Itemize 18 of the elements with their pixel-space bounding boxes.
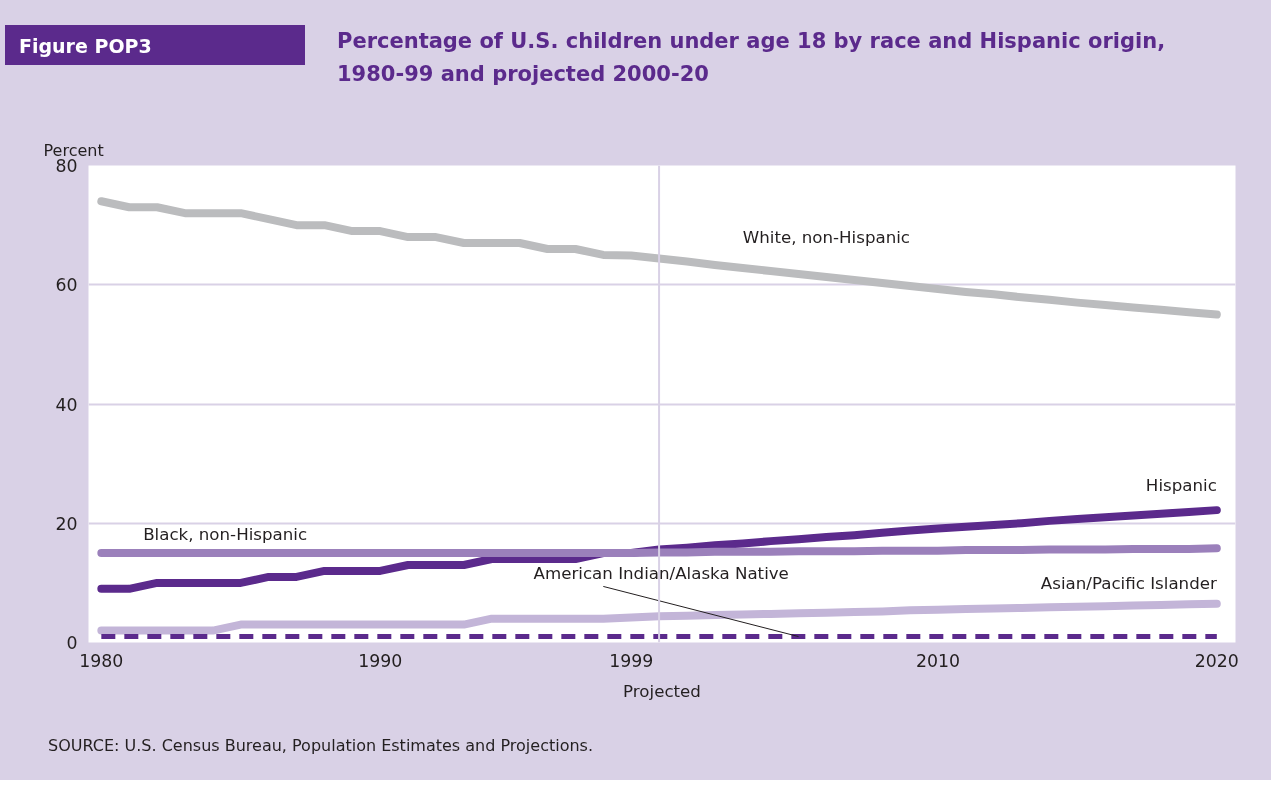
y-tick-label: 40 bbox=[55, 394, 78, 415]
y-tick-label: 60 bbox=[55, 275, 78, 296]
chart-subtitle: Figure POP3 bbox=[5, 25, 305, 65]
source-note: SOURCE: U.S. Census Bureau, Population Estimates and Projections. bbox=[47, 735, 593, 757]
chart-title: Percentage of U.S. children under age 18 by race and Hispanic origin, 1980-99 and projected 2000-20 bbox=[337, 28, 1167, 88]
series-label: Asian/Pacific Islander bbox=[1040, 574, 1217, 594]
x-tick-label: 2010 bbox=[915, 650, 960, 671]
text: Projected bbox=[623, 681, 701, 701]
y-tick-label: 0 bbox=[66, 633, 78, 653]
x-tick-label: 1980 bbox=[79, 650, 124, 671]
text: American Indian/Alaska Native bbox=[533, 563, 789, 583]
x-tick-label: 1999 bbox=[609, 650, 654, 671]
series-label: Black, non-Hispanic bbox=[143, 525, 308, 545]
x-tick-label: 2020 bbox=[1194, 650, 1239, 671]
y-tick-label: 20 bbox=[55, 513, 78, 534]
x-tick-label: 1990 bbox=[358, 650, 403, 671]
series-label: White, non-Hispanic bbox=[742, 228, 911, 248]
series-label: Hispanic bbox=[1145, 476, 1217, 496]
